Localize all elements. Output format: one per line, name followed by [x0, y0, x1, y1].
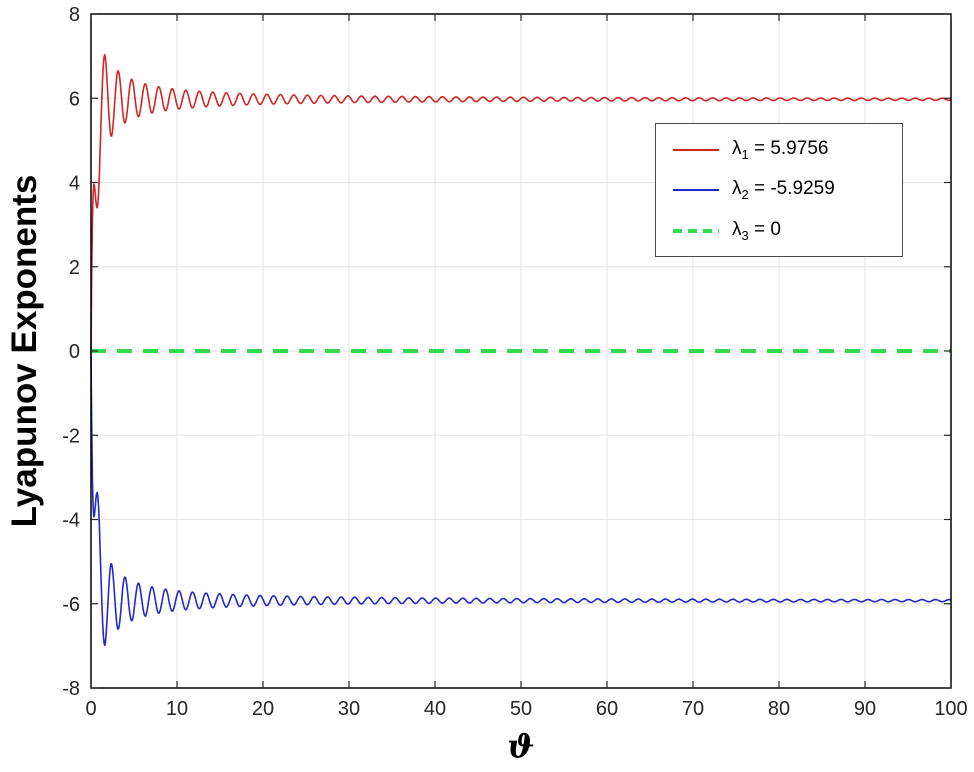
- y-tick-label: 0: [69, 341, 80, 363]
- y-tick-label: -8: [62, 678, 80, 700]
- legend-line-sample-lambda3: [673, 228, 719, 233]
- y-axis-label: Lyapunov Exponents: [5, 175, 44, 528]
- x-tick-label: 100: [934, 698, 967, 720]
- y-tick-label: 2: [69, 257, 80, 279]
- y-tick-label: -4: [62, 510, 80, 532]
- lambda-symbol: λ: [732, 178, 742, 200]
- lambda-symbol: λ: [732, 218, 742, 240]
- x-tick-label: 80: [768, 698, 790, 720]
- curve-lambda2: [90, 350, 952, 647]
- legend-item-lambda3: λ3 = 0: [656, 212, 902, 250]
- x-tick-label: 30: [338, 698, 360, 720]
- legend-label-lambda3: λ3 = 0: [732, 219, 781, 243]
- x-tick-label: 60: [596, 698, 618, 720]
- y-tick-label: -6: [62, 594, 80, 616]
- legend: λ1 = 5.9756 λ2 = -5.9259 λ3 = 0: [655, 123, 903, 257]
- x-tick-label: 0: [85, 698, 96, 720]
- y-tick-label: 8: [69, 4, 80, 26]
- lambda-subscript: 1: [741, 146, 749, 162]
- y-tick-label: 6: [69, 88, 80, 110]
- legend-line-sample-lambda1: [673, 148, 719, 151]
- legend-label-lambda1: λ1 = 5.9756: [732, 138, 828, 162]
- x-tick-label: 70: [682, 698, 704, 720]
- curve-layer: [90, 53, 952, 647]
- y-tick-label: 4: [69, 173, 80, 195]
- x-tick-label: 20: [252, 698, 274, 720]
- legend-item-lambda1: λ1 = 5.9756: [656, 131, 902, 169]
- x-tick-label: 90: [854, 698, 876, 720]
- lambda-value: = 0: [748, 218, 781, 240]
- x-tick-label: 10: [166, 698, 188, 720]
- axis-layer: 0 10 20 30 40 50 60 70 80 90 100 -8 -6 -4 -2 0 2 4 6 8: [62, 4, 967, 720]
- x-tick-label: 50: [510, 698, 532, 720]
- lambda-subscript: 2: [741, 186, 749, 202]
- y-tick-label: -2: [62, 425, 80, 447]
- legend-item-lambda2: λ2 = -5.9259: [656, 171, 902, 209]
- curve-lambda1: [90, 53, 952, 352]
- x-tick-label: 40: [424, 698, 446, 720]
- lambda-value: = 5.9756: [748, 137, 829, 159]
- legend-label-lambda2: λ2 = -5.9259: [732, 178, 835, 202]
- lambda-subscript: 3: [741, 227, 749, 243]
- lambda-value: = -5.9259: [748, 178, 835, 200]
- x-axis-label: ϑ: [507, 727, 534, 765]
- legend-line-sample-lambda2: [673, 189, 719, 191]
- lambda-symbol: λ: [732, 137, 742, 159]
